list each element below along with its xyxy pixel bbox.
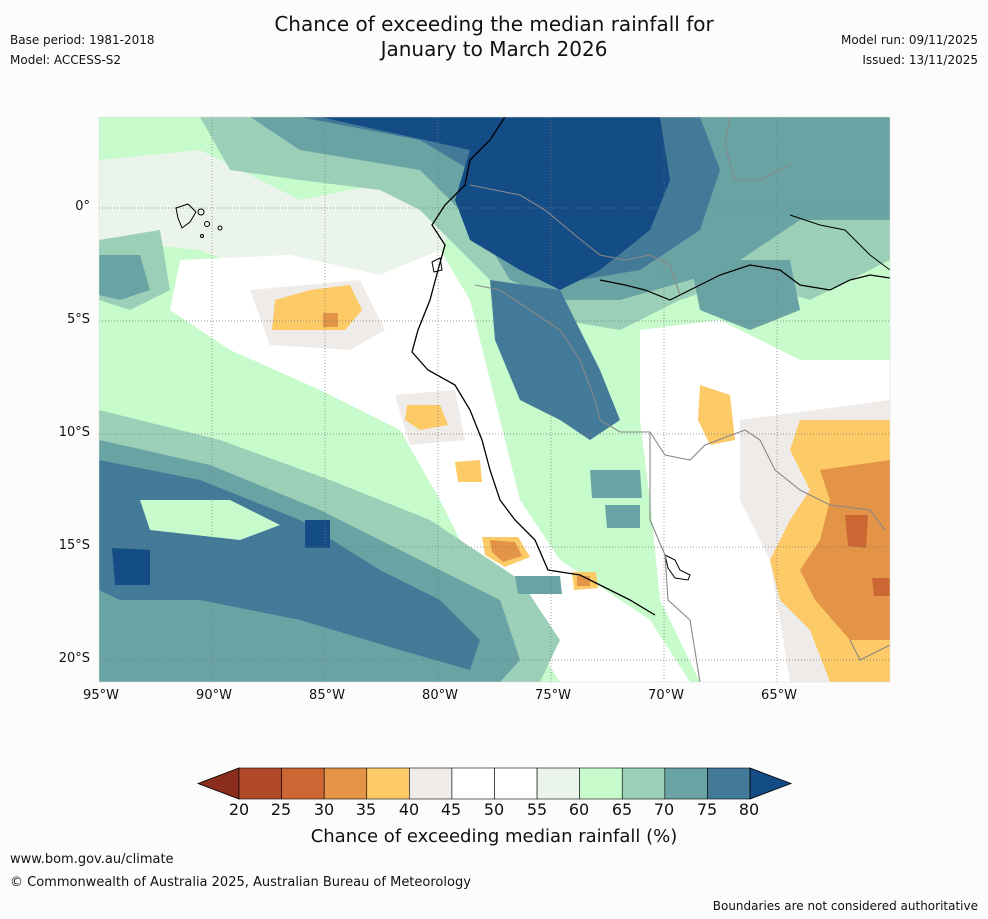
colorbar-tick: 45 xyxy=(440,800,462,819)
lat-label-20s: 20°S xyxy=(58,651,90,666)
graticule xyxy=(99,117,890,682)
lon-label-70w: 70°W xyxy=(648,688,684,703)
colorbar-label: Chance of exceeding median rainfall (%) xyxy=(310,826,678,847)
region-25-30-brazil-2 xyxy=(872,578,890,596)
region-over-80-amazon xyxy=(320,117,670,290)
region-75-80-andes xyxy=(490,280,620,440)
galapagos-islands xyxy=(175,203,223,238)
colorbar-tick: 55 xyxy=(526,800,548,819)
region-70-75-east xyxy=(730,150,890,210)
region-30-35-brazil xyxy=(800,460,890,640)
region-60-65-west xyxy=(99,150,450,300)
base-period: Base period: 1981-2018 xyxy=(10,33,155,47)
colorbar-swatch xyxy=(281,767,325,800)
colorbar-tick: 65 xyxy=(611,800,633,819)
meta-right: Model run: 09/11/2025 Issued: 13/11/2025 xyxy=(841,30,978,70)
colorbar-extend-high xyxy=(749,767,793,800)
model-name: Model: ACCESS-S2 xyxy=(10,53,122,67)
colorbar-tick: 40 xyxy=(398,800,420,819)
lon-label-90w: 90°W xyxy=(196,688,232,703)
coastline xyxy=(411,117,656,616)
region-30-35-peru xyxy=(490,540,522,562)
colorbar xyxy=(196,767,793,800)
lat-label-0: 0° xyxy=(75,199,90,214)
north-coastline xyxy=(599,264,890,301)
region-70-75-altiplano-2 xyxy=(605,505,640,528)
region-25-30-brazil xyxy=(845,515,868,548)
colorbar-swatch xyxy=(366,767,410,800)
copyright-text: © Commonwealth of Australia 2025, Austra… xyxy=(10,875,471,890)
lon-label-75w: 75°W xyxy=(535,688,571,703)
map-title: Chance of exceeding the median rainfall … xyxy=(0,12,988,62)
region-over-80-sw xyxy=(112,548,150,585)
colorbar-swatch xyxy=(451,767,495,800)
region-over-80-sw-2 xyxy=(305,520,330,548)
lake-titicaca xyxy=(664,554,691,581)
colorbar-tick: 25 xyxy=(270,800,292,819)
gulf-guayaquil xyxy=(431,257,443,273)
colorbar-tick: 80 xyxy=(738,800,760,819)
colorbar-swatch xyxy=(707,767,751,800)
lat-label-5s: 5°S xyxy=(66,312,90,327)
website-link[interactable]: www.bom.gov.au/climate xyxy=(10,852,174,867)
colorbar-swatch xyxy=(494,767,538,800)
region-30-35-small-south xyxy=(577,576,590,586)
title-line-1: Chance of exceeding the median rainfall … xyxy=(274,12,714,36)
disclaimer-text: Boundaries are not considered authoritat… xyxy=(712,899,978,913)
region-35-40-pacific xyxy=(272,285,362,330)
region-70-75-peru-south xyxy=(515,576,562,594)
colorbar-swatch xyxy=(238,767,282,800)
colorbar-tick: 50 xyxy=(483,800,505,819)
colorbar-extend-low xyxy=(196,767,240,800)
colorbar-swatch xyxy=(536,767,580,800)
colorbar-swatch xyxy=(579,767,623,800)
lon-label-95w: 95°W xyxy=(83,688,119,703)
issued-date: Issued: 13/11/2025 xyxy=(862,53,978,67)
title-line-2: January to March 2026 xyxy=(380,37,608,61)
colorbar-tick: 60 xyxy=(568,800,590,819)
colorbar-tick: 70 xyxy=(653,800,675,819)
model-run: Model run: 09/11/2025 xyxy=(840,33,978,47)
region-70-75-amazon-east xyxy=(690,260,800,330)
map-frame xyxy=(98,116,891,683)
lon-label-65w: 65°W xyxy=(761,688,797,703)
colorbar-swatch xyxy=(621,767,666,800)
colorbar-tick: 35 xyxy=(355,800,377,819)
region-70-75-altiplano xyxy=(590,470,642,498)
region-35-40-south xyxy=(455,460,482,482)
lon-label-85w: 85°W xyxy=(309,688,345,703)
amazon-delta-coast xyxy=(789,214,890,271)
colorbar-tick: 75 xyxy=(696,800,718,819)
country-borders xyxy=(469,117,890,682)
region-45-55-central xyxy=(170,250,690,682)
region-35-40-coast xyxy=(405,405,448,430)
colorbar-tick: 30 xyxy=(313,800,335,819)
colorbar-tick: 20 xyxy=(228,800,250,819)
meta-left: Base period: 1981-2018 Model: ACCESS-S2 xyxy=(10,30,155,70)
lat-label-15s: 15°S xyxy=(58,538,90,553)
colorbar-swatch xyxy=(323,767,368,800)
region-35-40-andes xyxy=(698,385,735,445)
region-30-35-pacific xyxy=(323,313,338,327)
colorbar-swatch xyxy=(409,767,453,800)
colorbar-swatch xyxy=(664,767,708,800)
lat-label-10s: 10°S xyxy=(58,425,90,440)
region-60-65-sw-gap xyxy=(140,500,280,540)
region-70-75-west-blob xyxy=(99,255,150,300)
lon-label-80w: 80°W xyxy=(422,688,458,703)
